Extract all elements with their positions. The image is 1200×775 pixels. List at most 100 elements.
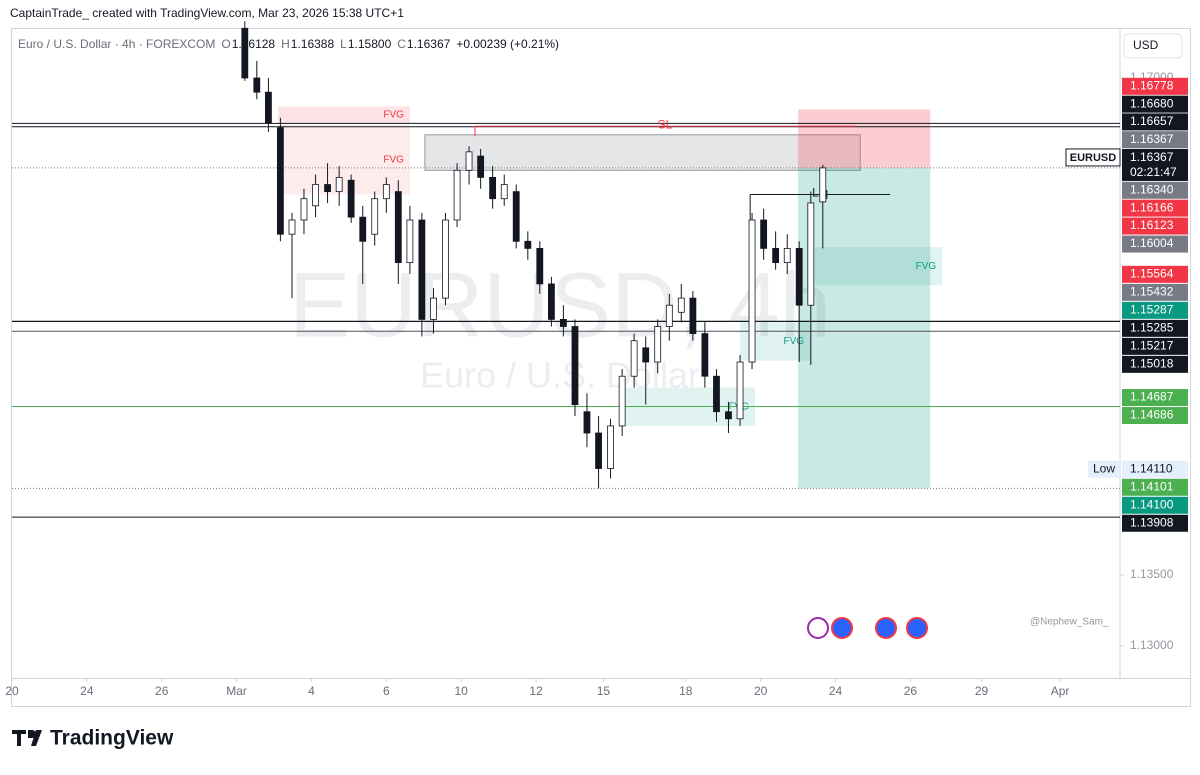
candle-body xyxy=(335,176,343,193)
candle-body xyxy=(265,91,272,124)
last-price-tag xyxy=(1065,148,1121,167)
legend-close: 1.16367 xyxy=(407,37,451,51)
legend-o-key: O xyxy=(221,37,230,51)
candle-body xyxy=(241,27,249,79)
x-tick-label: 26 xyxy=(155,684,169,698)
price-badge-label: 1.14686 xyxy=(1130,408,1174,422)
candle-body xyxy=(607,425,614,469)
candle-body xyxy=(583,411,591,434)
price-badge xyxy=(1122,95,1188,113)
candle-body xyxy=(442,219,449,299)
x-tick-label: 18 xyxy=(679,684,693,698)
price-badge xyxy=(1122,131,1188,149)
candle-body xyxy=(689,297,697,335)
candle-body xyxy=(571,326,579,406)
price-badge-label: 1.15287 xyxy=(1130,303,1174,317)
price-badge xyxy=(1122,265,1188,283)
last-price-badge xyxy=(1122,148,1188,181)
candle-body xyxy=(642,347,650,363)
x-tick-label: 4 xyxy=(308,684,315,698)
candle-body xyxy=(736,361,744,420)
candle-body xyxy=(276,127,284,235)
price-badge-label: 1.14101 xyxy=(1130,479,1174,493)
x-tick-label: 10 xyxy=(455,684,469,698)
zone-label: FVG xyxy=(383,110,404,121)
y-tick-label: 1.13500 xyxy=(1130,567,1174,581)
candle-body xyxy=(512,191,520,242)
zone xyxy=(424,134,861,171)
candle-body xyxy=(500,184,508,200)
currency-button xyxy=(1123,33,1183,59)
price-badge xyxy=(1122,283,1188,301)
price-badge xyxy=(1122,496,1188,514)
zone xyxy=(814,246,943,286)
brand: TradingView xyxy=(50,727,174,750)
price-badge-label: 1.14110 xyxy=(1130,461,1173,475)
x-tick-label: 24 xyxy=(829,684,843,698)
chart-layer: Euro / U.S. Dollar · 4h · FOREXCOM O 1.161… xyxy=(5,21,1188,698)
candle-body xyxy=(701,333,709,377)
price-badge xyxy=(1122,355,1188,373)
price-badge xyxy=(1122,407,1188,425)
indicator-icons xyxy=(807,617,928,639)
chart-frame xyxy=(11,28,1191,707)
x-tick-label: 20 xyxy=(754,684,768,698)
price-badge xyxy=(1122,319,1188,337)
price-badge-label: 1.16778 xyxy=(1130,78,1174,92)
legend-symbol: Euro / U.S. Dollar · 4h · FOREXCOM xyxy=(18,37,215,51)
price-badge-label: 1.16680 xyxy=(1130,96,1174,110)
x-tick-label: 20 xyxy=(5,684,19,698)
x-tick-label: 15 xyxy=(597,684,611,698)
candle-body xyxy=(347,179,355,218)
zone xyxy=(278,106,410,124)
candle-body xyxy=(406,219,414,264)
price-badge-label: 1.15564 xyxy=(1130,267,1174,281)
price-badge-label: 1.15217 xyxy=(1130,339,1174,353)
candle-body xyxy=(595,432,602,469)
price-badge-label: 1.15018 xyxy=(1130,357,1174,371)
legend-change: +0.00239 (+0.21%) xyxy=(456,37,559,51)
price-badge-label: 1.16340 xyxy=(1130,182,1174,196)
zone xyxy=(278,124,410,195)
zone-label: FVG xyxy=(783,336,804,347)
legend-l-key: L xyxy=(340,37,347,51)
candle-body xyxy=(524,240,532,249)
candle-body xyxy=(418,219,426,320)
zone xyxy=(798,109,931,168)
price-badge-label: 1.14100 xyxy=(1130,497,1174,511)
watermark: EURUSD, 4h xyxy=(289,254,831,356)
top-bar: CaptainTrade_ created with TradingView.c… xyxy=(10,6,404,20)
price-badge-label: 1.14687 xyxy=(1130,390,1174,404)
candle-body xyxy=(394,191,402,264)
price-badge xyxy=(1122,235,1188,253)
last-price-symbol: EURUSD xyxy=(1070,152,1117,164)
legend-open: 1.16128 xyxy=(232,37,276,51)
candle-body xyxy=(359,216,367,242)
candle-body xyxy=(772,248,780,264)
price-badge-label: 1.16657 xyxy=(1130,114,1174,128)
candle-body xyxy=(677,297,685,313)
segment-label: SL xyxy=(658,117,673,131)
candle-body xyxy=(489,176,497,200)
candle-body xyxy=(725,411,732,420)
brand-logo xyxy=(12,730,42,746)
candle-body xyxy=(748,219,756,363)
candle-body xyxy=(559,319,567,327)
watermark-sub: Euro / U.S. Dollar xyxy=(420,355,700,396)
candle-body xyxy=(630,340,638,377)
price-badge-label: 1.16166 xyxy=(1130,200,1174,214)
currency: USD xyxy=(1133,38,1159,52)
price-badge xyxy=(1122,77,1188,95)
candle-body xyxy=(665,304,673,327)
candle-body xyxy=(382,184,390,200)
candle-body xyxy=(465,151,473,171)
legend-c-key: C xyxy=(397,37,406,51)
candle-body xyxy=(807,202,815,306)
badge-tag xyxy=(1088,460,1120,478)
price-badge-label: 1.15432 xyxy=(1130,285,1174,299)
candle-body xyxy=(300,198,308,221)
price-badge xyxy=(1122,389,1188,407)
legend-low: 1.15800 xyxy=(348,37,392,51)
candle-body xyxy=(713,375,720,413)
